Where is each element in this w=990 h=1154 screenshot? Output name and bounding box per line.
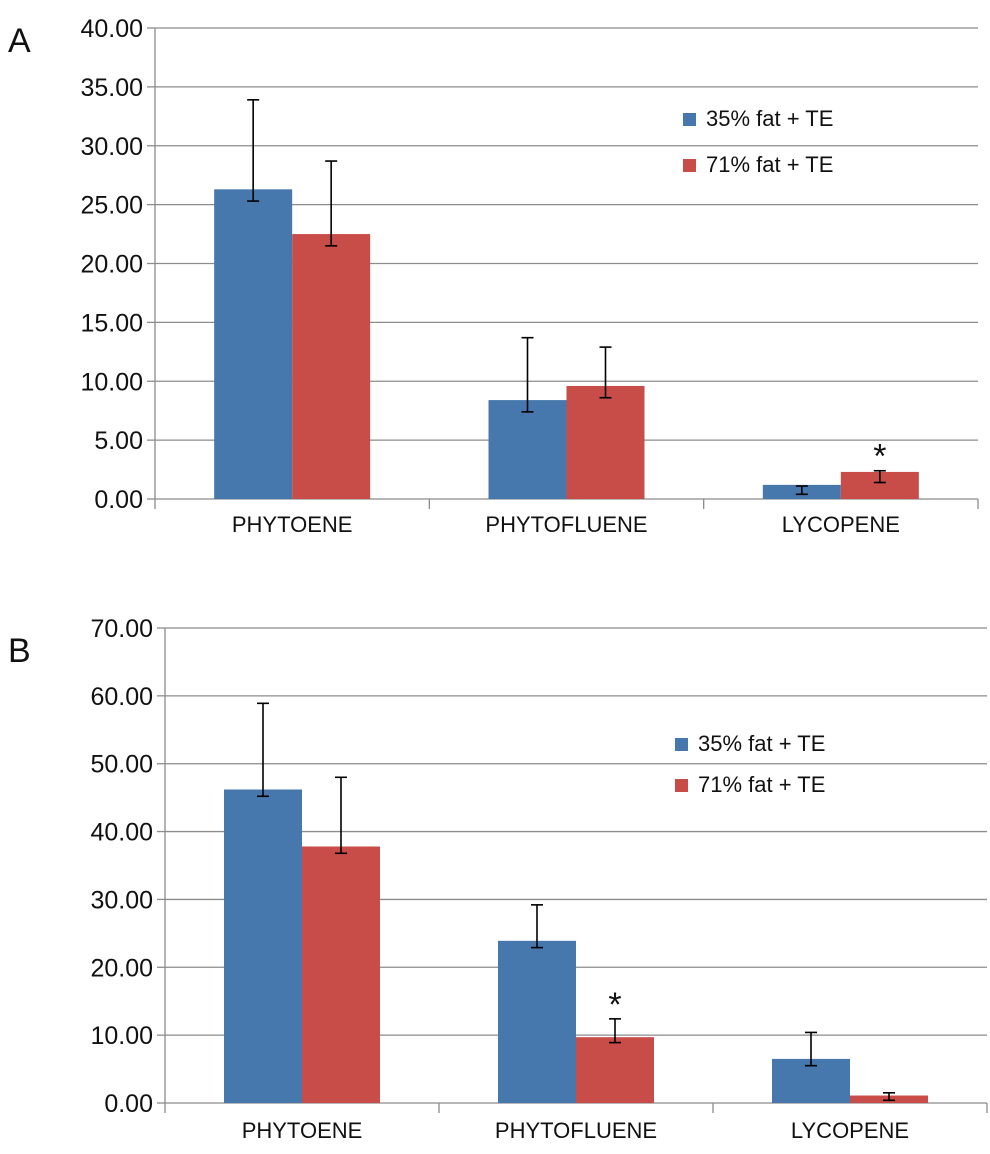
panel-label: A [8,22,31,60]
x-category-label: PHYTOENE [242,1118,363,1143]
bar [214,189,293,499]
y-tick-label: 70.00 [90,615,153,643]
legend-swatch [683,159,696,172]
y-tick-label: 30.00 [80,133,143,161]
bar [224,789,302,1103]
legend-label: 35% fat + TE [698,731,825,756]
x-category-label: PHYTOENE [232,512,353,537]
y-tick-label: 10.00 [90,1022,153,1050]
y-tick-label: 20.00 [90,954,153,982]
chart-panel-b: B 0.00 10.00 20.00 30.00 40.00 50.00 60.00 70.00… [8,615,988,1143]
y-tick-label: 30.00 [90,886,153,914]
y-tick-label: 15.00 [80,309,143,337]
bar [566,385,645,499]
x-category-label: LYCOPENE [791,1118,909,1143]
bar [292,234,371,499]
y-tick-label: 0.00 [104,1090,153,1118]
y-tick-label: 10.00 [80,368,143,396]
legend-label: 71% fat + TE [698,772,825,797]
x-category-label: PHYTOFLUENE [485,512,647,537]
y-tick-label: 40.00 [90,819,153,847]
y-tick-label: 35.00 [80,74,143,102]
y-tick-label: 50.00 [90,751,153,779]
bar [498,940,576,1103]
x-category-label: LYCOPENE [782,512,900,537]
legend-label: 71% fat + TE [706,152,833,177]
x-category-label: PHYTOFLUENE [495,1118,657,1143]
panel-label: B [8,632,31,670]
legend-swatch [675,779,688,792]
y-tick-label: 0.00 [94,486,143,514]
legend-swatch [683,113,696,126]
significance-marker: * [873,438,886,476]
bar [302,846,380,1103]
y-tick-label: 25.00 [80,192,143,220]
significance-marker: * [608,986,621,1024]
y-tick-label: 60.00 [90,683,153,711]
y-tick-label: 20.00 [80,251,143,279]
chart-panel-a: A 0.00 5.00 10.00 15.00 20.00 25.00 30.00 35.00 4… [8,15,979,537]
legend-label: 35% fat + TE [706,106,833,131]
bar [488,400,567,499]
bar [576,1037,654,1103]
y-tick-label: 5.00 [94,427,143,455]
y-tick-label: 40.00 [80,15,143,43]
legend-swatch [675,738,688,751]
